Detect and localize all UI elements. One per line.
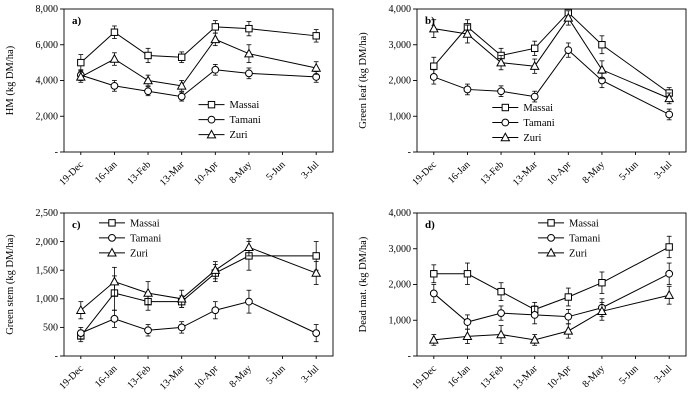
x-tick-label: 13-Mar (158, 159, 187, 188)
series-zuri-b (428, 10, 675, 105)
x-tick-label: 16-Jan (93, 159, 120, 186)
x-tick-label: 13-Mar (511, 159, 540, 188)
legend-label-tamani: Tamani (230, 115, 261, 126)
x-tick-label: 13-Mar (511, 363, 540, 392)
y-tick-label: 4,000 (36, 76, 59, 87)
x-tick-label: 19-Dec (57, 159, 86, 188)
x-tick-label: 10-Apr (545, 159, 574, 188)
x-tick-label: 19-Dec (410, 159, 439, 188)
legend-label-zuri: Zuri (523, 133, 541, 144)
series-zuri-c (75, 238, 322, 320)
x-tick-label: 13-Feb (478, 159, 506, 187)
series-zuri-a (75, 32, 322, 92)
y-tick-label: 8,000 (36, 4, 59, 15)
legend-label-massai: Massai (230, 100, 260, 111)
panel-letter-d: d) (425, 219, 435, 231)
x-tick-label: 19-Dec (410, 363, 439, 392)
series-tamani-b (429, 42, 674, 121)
y-tick-label: 4,000 (389, 208, 412, 219)
x-tick-label: 3-Jul (299, 363, 321, 385)
x-tick-label: 3-Jul (652, 363, 674, 385)
x-tick-label: 13-Mar (158, 363, 187, 392)
y-axis-title-d: Dead mat. (kg DM/ha) (358, 236, 369, 332)
x-tick-label: 10-Apr (192, 159, 221, 188)
x-tick-label: 5-Jun (264, 159, 288, 183)
x-tick-label: 5-Jun (617, 159, 641, 183)
legend-c: Massai Tamani Zuri (98, 218, 161, 259)
y-tick-label: - (408, 147, 411, 158)
x-tick-label: 8-May (580, 159, 607, 186)
y-axis-title-b: Green leaf (kg DM/ha) (358, 32, 369, 129)
x-tick-label: 3-Jul (299, 159, 321, 181)
x-tick-label: 8-May (227, 159, 254, 186)
legend-a: Massai Tamani Zuri (198, 100, 261, 141)
y-tick-label: 2,000 (389, 280, 412, 291)
legend-label-tamani: Tamani (523, 118, 554, 129)
panel-a: -2,000 4,000 6,000 8,000 19-Dec 16-Jan 13-Feb 1… (2, 3, 342, 205)
series-massai-a (77, 20, 320, 72)
y-tick-label: 1,500 (36, 265, 59, 276)
x-tick-label: 16-Jan (446, 363, 473, 390)
y-tick-label: 1,000 (36, 294, 59, 305)
legend-label-massai: Massai (130, 218, 160, 229)
x-tick-label: 3-Jul (652, 159, 674, 181)
legend-label-tamani: Tamani (130, 233, 161, 244)
y-tick-label: 1,000 (389, 111, 412, 122)
series-tamani-a (76, 64, 321, 102)
legend-b: Massai Tamani Zuri (492, 103, 555, 144)
chart-panel-c: - 500 1,000 1,500 2,000 2,500 19-Dec 16-Jan 13-F… (5, 208, 334, 392)
x-tick-label: 13-Feb (478, 363, 506, 391)
x-tick-label: 10-Apr (545, 363, 574, 392)
x-tick-label: 5-Jun (617, 363, 641, 387)
y-axis-title-c: Green stem (kg DM/ha) (5, 234, 16, 335)
x-tick-label: 19-Dec (57, 363, 86, 392)
panel-c: - 500 1,000 1,500 2,000 2,500 19-Dec 16-Jan 13-F… (2, 207, 342, 409)
x-tick-label: 10-Apr (192, 363, 221, 392)
y-tick-label: 500 (43, 323, 58, 334)
panel-b: -1,000 2,000 3,000 4,000 19-Dec 16-Jan 13-Feb 1… (355, 3, 695, 205)
x-tick-label: 5-Jun (264, 363, 288, 387)
legend-label-zuri: Zuri (130, 248, 148, 259)
series-massai-c (77, 241, 320, 343)
panel-d: -1,000 2,000 3,000 4,000 19-Dec 16-Jan 13-Feb 1… (355, 207, 695, 409)
x-tick-label: 16-Jan (446, 159, 473, 186)
legend-label-tamani: Tamani (569, 233, 600, 244)
y-tick-label: 4,000 (389, 4, 412, 15)
legend-label-zuri: Zuri (230, 130, 248, 141)
y-tick-label: - (55, 147, 58, 158)
y-tick-label: 6,000 (36, 40, 59, 51)
y-tick-label: 3,000 (389, 40, 412, 51)
x-tick-label: 8-May (227, 363, 254, 390)
y-tick-label: - (55, 351, 58, 362)
series-zuri-d (428, 285, 675, 346)
legend-label-massai: Massai (523, 103, 553, 114)
series-massai-d (430, 235, 673, 318)
y-tick-label: 2,000 (389, 76, 412, 87)
y-axis-title-a: HM (kg DM/ha) (5, 45, 16, 115)
x-tick-label: 13-Feb (125, 363, 153, 391)
series-tamani-c (76, 289, 321, 343)
legend-d: Massai Tamani Zuri (538, 218, 600, 259)
x-tick-label: 8-May (580, 363, 607, 390)
series-tamani-d (429, 262, 674, 330)
panel-letter-c: c) (72, 219, 81, 231)
y-tick-label: 2,500 (36, 208, 59, 219)
x-tick-label: 13-Feb (125, 159, 153, 187)
series-massai-b (430, 8, 673, 99)
y-tick-label: - (408, 351, 411, 362)
legend-label-zuri: Zuri (569, 248, 587, 259)
panel-letter-b: b) (425, 15, 435, 27)
x-tick-label: 16-Jan (93, 363, 120, 390)
panel-letter-a: a) (72, 15, 82, 27)
y-tick-label: 1,000 (389, 315, 412, 326)
legend-label-massai: Massai (569, 218, 599, 229)
y-tick-label: 2,000 (36, 237, 59, 248)
y-tick-label: 2,000 (36, 111, 59, 122)
y-tick-label: 3,000 (389, 244, 412, 255)
